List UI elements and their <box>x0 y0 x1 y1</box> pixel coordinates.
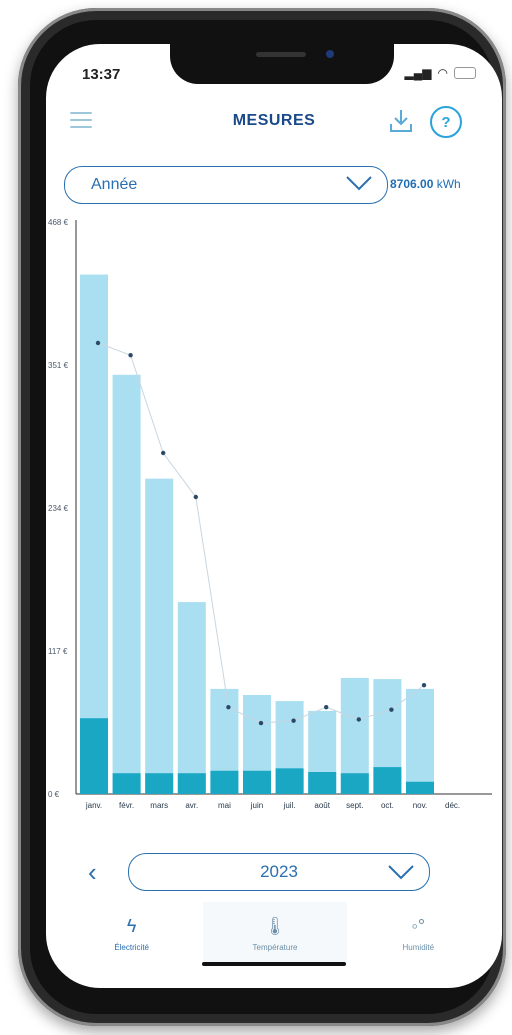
x-tick-label: janv. <box>85 801 102 810</box>
x-tick-label: mai <box>218 801 231 810</box>
app-header: MESURES ? <box>46 104 502 144</box>
bar-total <box>80 274 108 794</box>
y-tick-label: 234 € <box>48 504 69 513</box>
bar-base <box>177 773 206 794</box>
speaker-grill <box>256 52 306 57</box>
year-select[interactable]: 2023 <box>128 853 430 891</box>
period-selected: Année <box>91 176 138 193</box>
bar-base <box>243 770 271 794</box>
bar-base <box>340 773 369 794</box>
year-navigation: ‹ 2023 <box>46 849 502 893</box>
x-tick-label: avr. <box>185 801 198 810</box>
lightning-icon: ϟ <box>126 916 137 936</box>
signal-icon: ▂▄▆ <box>404 66 432 80</box>
x-tick-label: nov. <box>413 801 428 810</box>
page-title: MESURES <box>232 112 316 129</box>
x-tick-label: juin <box>250 801 263 810</box>
comparison-dot <box>324 705 329 710</box>
front-camera <box>326 50 334 58</box>
chevron-left-icon[interactable]: ‹ <box>88 857 97 887</box>
comparison-dot <box>356 717 361 722</box>
total-consumption: 8706.00 kWh <box>390 177 461 191</box>
tab-electricite[interactable]: ϟ Électricité <box>60 902 203 966</box>
comparison-dot <box>161 450 166 456</box>
comparison-dot <box>128 353 133 358</box>
total-unit: kWh <box>436 177 461 191</box>
status-icons: ▂▄▆ ◠ <box>405 66 476 80</box>
wifi-icon: ◠ <box>437 66 448 80</box>
tab-label: Humidité <box>402 943 435 952</box>
home-indicator <box>202 962 346 966</box>
bar-total <box>112 374 141 794</box>
app-screen: 13:37 ▂▄▆ ◠ MESURES ? Année 8706.00 kWh … <box>46 44 502 988</box>
comparison-dot <box>258 720 264 726</box>
bar-base <box>275 768 304 794</box>
battery-icon <box>454 67 476 79</box>
x-tick-label: août <box>314 801 330 810</box>
bar-total <box>145 478 174 794</box>
x-tick-label: févr. <box>119 801 134 810</box>
chart-svg: 468 € 351 € 234 € 117 € 0 € janv. févr. mars av… <box>48 218 492 810</box>
y-tick-label: 351 € <box>48 361 69 370</box>
tab-label: Température <box>252 943 298 952</box>
bar-base <box>145 773 174 794</box>
tab-humidite[interactable]: ◦° Humidité <box>347 902 490 966</box>
comparison-dot <box>421 683 427 688</box>
bar-base <box>373 767 402 794</box>
notch <box>170 44 394 84</box>
bar-base <box>308 772 337 794</box>
bottom-tab-bar: ϟ Électricité 🌡 Température ◦° Humidité <box>60 902 490 966</box>
thermometer-icon: 🌡 <box>263 916 287 936</box>
y-tick-label: 468 € <box>48 218 69 227</box>
status-time: 13:37 <box>82 66 121 83</box>
droplets-icon: ◦° <box>411 916 426 936</box>
tab-label: Électricité <box>114 943 149 952</box>
bar-total <box>406 688 434 794</box>
x-tick-label: juil. <box>283 801 296 810</box>
y-tick-label: 0 € <box>48 790 60 799</box>
x-tick-label: sept. <box>346 801 363 810</box>
menu-icon[interactable] <box>70 112 92 128</box>
chevron-down-icon <box>388 865 414 880</box>
chevron-down-icon <box>346 176 372 191</box>
comparison-dot <box>95 340 101 346</box>
download-icon[interactable] <box>386 106 416 136</box>
comparison-dot <box>226 705 231 710</box>
bar-total <box>177 602 206 794</box>
comparison-dot <box>291 718 296 723</box>
comparison-dot <box>389 707 394 712</box>
x-tick-label: oct. <box>381 801 394 810</box>
bar-base <box>210 770 239 794</box>
bar-base <box>406 781 434 794</box>
x-tick-label: déc. <box>445 801 460 810</box>
total-value: 8706.00 <box>390 177 434 191</box>
consumption-chart: 468 € 351 € 234 € 117 € 0 € janv. févr. mars av… <box>46 212 502 857</box>
bar-base <box>112 773 141 794</box>
y-tick-label: 117 € <box>48 647 68 656</box>
x-tick-label: mars <box>150 801 168 810</box>
tab-temperature[interactable]: 🌡 Température <box>203 902 347 966</box>
help-icon[interactable]: ? <box>430 106 462 138</box>
bar-base <box>80 718 108 794</box>
period-select[interactable]: Année <box>64 166 388 204</box>
year-selected: 2023 <box>260 862 298 881</box>
comparison-dot <box>193 494 198 500</box>
